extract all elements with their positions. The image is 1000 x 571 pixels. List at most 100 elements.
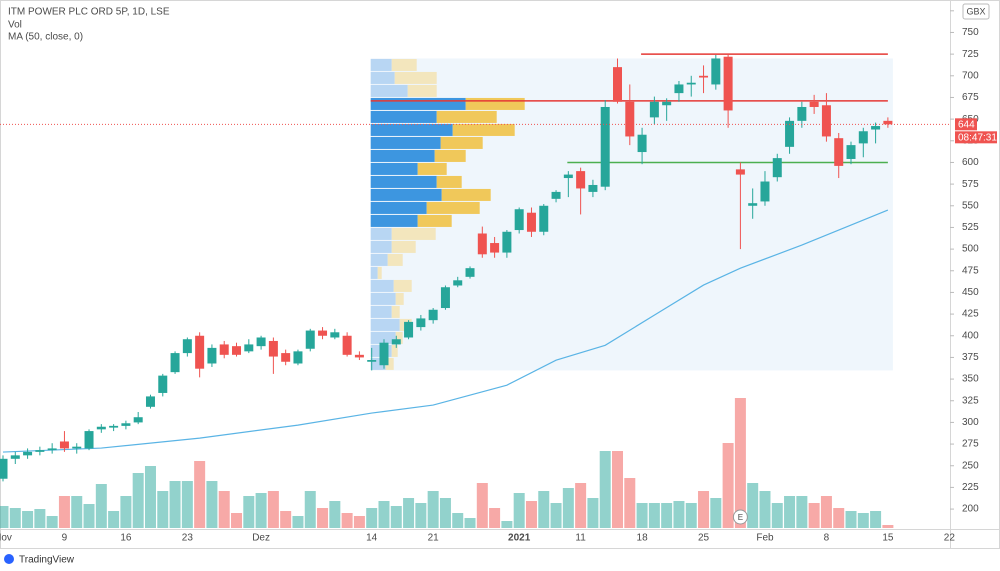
x-tick-label: Nov: [0, 533, 12, 544]
volume-bar: [181, 481, 193, 528]
volume-bar: [747, 483, 759, 528]
x-tick-label: Dez: [252, 533, 270, 544]
profile-down-bar: [417, 214, 452, 227]
volume-bar: [796, 496, 808, 528]
candle-body: [686, 82, 696, 85]
profile-up-bar: [370, 292, 396, 305]
candle-body: [748, 203, 758, 206]
volume-bar: [353, 516, 365, 528]
y-tick-label: 375: [962, 352, 979, 363]
candle-body: [96, 426, 106, 430]
currency-box: [962, 3, 990, 20]
volume-bar: [144, 466, 156, 528]
y-tick-label: 300: [962, 417, 979, 428]
candle-body: [59, 441, 69, 449]
profile-down-bar: [441, 188, 491, 201]
candle-body: [453, 280, 463, 286]
volume-bar: [341, 513, 353, 528]
candle-body: [281, 353, 291, 362]
candle-body: [723, 56, 733, 111]
volume-bar: [575, 483, 587, 528]
candle-body: [354, 354, 364, 358]
x-tick-label: 2021: [508, 533, 531, 544]
x-tick-label: 9: [62, 533, 68, 544]
volume-bar: [390, 506, 402, 528]
candle-body: [563, 174, 573, 179]
countdown-box: [955, 131, 997, 144]
profile-up-bar: [370, 318, 400, 331]
profile-up-bar: [370, 240, 392, 253]
volume-bar: [845, 511, 857, 528]
volume-bar: [71, 496, 83, 528]
profile-up-bar: [370, 97, 466, 110]
candle-body: [232, 346, 242, 355]
y-tick-label: 400: [962, 330, 979, 341]
profile-down-bar: [391, 305, 400, 318]
candle-body: [539, 205, 549, 232]
volume-bar: [378, 501, 390, 528]
profile-down-bar: [391, 58, 417, 71]
volume-bar: [476, 483, 488, 528]
candle-body: [625, 101, 635, 137]
x-tick-label: 21: [428, 533, 440, 544]
candle-body: [268, 340, 278, 357]
volume-bar: [231, 513, 243, 528]
candle-body: [588, 184, 598, 192]
profile-up-bar: [370, 331, 396, 344]
y-tick-label: 325: [962, 395, 979, 406]
profile-down-bar: [434, 149, 466, 162]
candle-body: [35, 450, 45, 452]
profile-up-bar: [370, 266, 378, 279]
candle-body: [133, 417, 143, 423]
earnings-marker: [732, 509, 748, 525]
volume-bar: [108, 511, 120, 528]
x-tick-label: 14: [366, 533, 378, 544]
volume-bar: [599, 451, 611, 528]
profile-down-bar: [393, 279, 412, 292]
y-tick-label: 225: [962, 482, 979, 493]
candle-body: [0, 458, 8, 479]
volume-bar: [784, 496, 796, 528]
profile-down-bar: [417, 162, 447, 175]
profile-down-bar: [452, 123, 515, 136]
candle-body: [330, 332, 340, 338]
chart-title: ITM POWER PLC ORD 5P, 1D, LSE: [8, 7, 170, 18]
candle-body: [256, 337, 266, 347]
volume-bar: [734, 398, 746, 528]
profile-up-bar: [370, 201, 427, 214]
volume-bar: [329, 501, 341, 528]
volume-bar: [403, 498, 415, 528]
volume-bar: [46, 516, 58, 528]
profile-up-bar: [370, 136, 441, 149]
profile-up-bar: [370, 279, 394, 292]
candle-body: [416, 318, 426, 328]
candle-body: [674, 84, 684, 94]
profile-down-bar: [387, 253, 403, 266]
volume-bar: [58, 496, 70, 528]
volume-bar: [612, 451, 623, 528]
x-tick-label: 16: [120, 533, 132, 544]
candle-body: [428, 309, 438, 321]
last-price-label: 644: [958, 119, 975, 130]
profile-down-bar: [436, 175, 462, 188]
candle-body: [514, 209, 524, 231]
x-tick-label: 25: [698, 533, 710, 544]
volume-bar: [870, 511, 882, 528]
y-tick-label: 350: [962, 374, 979, 385]
candle-body: [711, 58, 721, 85]
candle-body: [490, 243, 500, 253]
profile-down-bar: [391, 240, 416, 253]
plot-area: E: [0, 53, 950, 528]
candle-body: [207, 347, 217, 364]
candle-body: [219, 344, 229, 355]
candle-body: [662, 101, 672, 106]
profile-up-bar: [370, 58, 392, 71]
candle-body: [699, 75, 709, 78]
volume-bar: [218, 491, 230, 528]
candle-body: [318, 330, 328, 336]
candle-body: [195, 335, 205, 369]
ma-line: [2, 209, 889, 453]
candle-body: [846, 145, 856, 159]
x-tick-label: 23: [182, 533, 194, 544]
ma-legend: MA (50, close, 0): [8, 32, 83, 43]
